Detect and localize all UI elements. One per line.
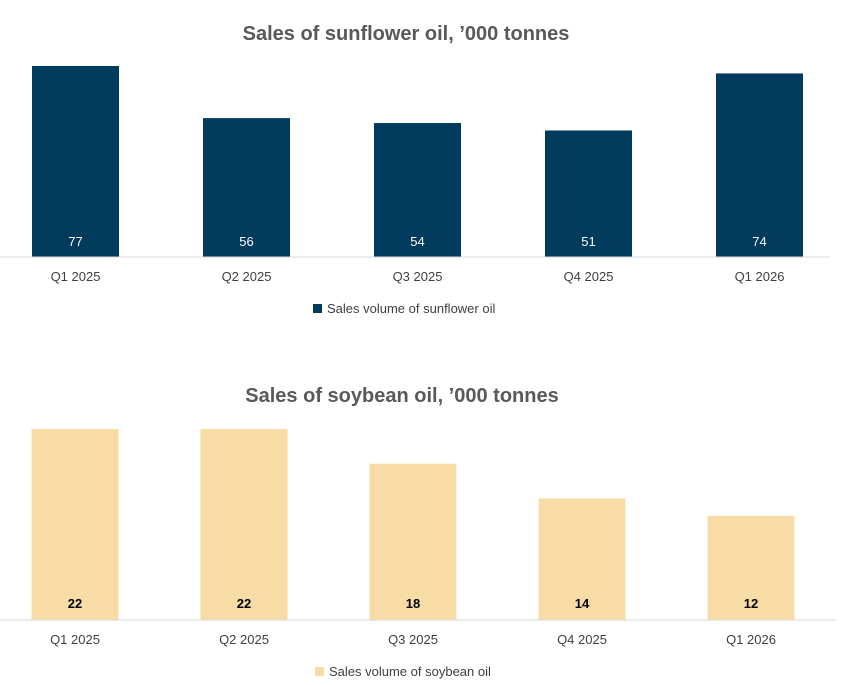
- sunflower-bar-1: [32, 66, 119, 257]
- soybean-bar-4: [538, 498, 626, 620]
- sunflower-data-label-4: 51: [581, 234, 595, 249]
- sunflower-bar-3: [374, 123, 461, 258]
- sunflower-data-label-3: 54: [410, 234, 424, 249]
- sunflower-bar-4: [545, 130, 632, 257]
- sunflower-bar-5: [716, 73, 803, 257]
- soybean-tick-label-1: Q1 2025: [50, 632, 100, 647]
- soybean-bar-2: [200, 429, 288, 620]
- sunflower-legend-swatch: [313, 304, 322, 313]
- soybean-legend-swatch: [315, 667, 324, 676]
- soybean-bar-1: [31, 429, 119, 620]
- soybean-bar-5: [707, 515, 795, 620]
- soybean-bars: [31, 429, 795, 620]
- sunflower-data-label-2: 56: [239, 234, 253, 249]
- soybean-tick-label-2: Q2 2025: [219, 632, 269, 647]
- sunflower-bars: [32, 66, 803, 258]
- sunflower-tick-label-5: Q1 2026: [735, 269, 785, 284]
- sunflower-data-label-5: 74: [752, 234, 766, 249]
- sunflower-bar-2: [203, 118, 290, 257]
- soybean-x-ticks: Q1 2025 Q2 2025 Q3 2025 Q4 2025 Q1 2026: [50, 632, 776, 647]
- soybean-data-label-5: 12: [744, 596, 758, 611]
- sunflower-chart-title: Sales of sunflower oil, ’000 tonnes: [243, 23, 570, 45]
- soybean-data-label-4: 14: [575, 596, 590, 611]
- soybean-tick-label-3: Q3 2025: [388, 632, 438, 647]
- sunflower-x-ticks: Q1 2025 Q2 2025 Q3 2025 Q4 2025 Q1 2026: [51, 269, 785, 284]
- soybean-data-label-3: 18: [406, 596, 420, 611]
- soybean-chart-title: Sales of soybean oil, ’000 tonnes: [245, 385, 558, 407]
- soybean-tick-label-4: Q4 2025: [557, 632, 607, 647]
- sunflower-legend-label: Sales volume of sunflower oil: [327, 301, 495, 316]
- soybean-legend: Sales volume of soybean oil: [315, 664, 491, 679]
- sunflower-tick-label-4: Q4 2025: [564, 269, 614, 284]
- soybean-data-label-2: 22: [237, 596, 251, 611]
- soybean-tick-label-5: Q1 2026: [726, 632, 776, 647]
- sunflower-chart: Sales of sunflower oil, ’000 tonnes Q1 2…: [0, 23, 830, 316]
- soybean-legend-label: Sales volume of soybean oil: [329, 664, 491, 679]
- soybean-bar-3: [369, 463, 457, 620]
- sunflower-tick-label-2: Q2 2025: [222, 269, 272, 284]
- sunflower-tick-label-3: Q3 2025: [393, 269, 443, 284]
- soybean-chart: Sales of soybean oil, ’000 tonnes Q1 202…: [0, 385, 836, 679]
- sunflower-legend: Sales volume of sunflower oil: [313, 301, 495, 316]
- sunflower-data-labels: 77 56 54 51 74: [68, 234, 766, 249]
- sunflower-data-label-1: 77: [68, 234, 82, 249]
- sunflower-tick-label-1: Q1 2025: [51, 269, 101, 284]
- soybean-data-labels: 22 22 18 14 12: [68, 596, 758, 611]
- soybean-data-label-1: 22: [68, 596, 82, 611]
